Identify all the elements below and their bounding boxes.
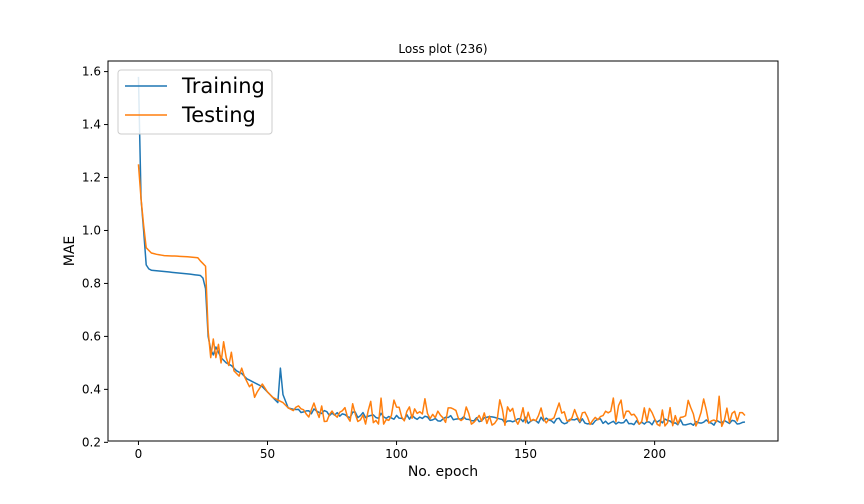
legend-label-training: Training bbox=[181, 74, 265, 98]
y-axis: 0.2 0.4 0.6 0.8 1.0 1.2 1.4 1.6 bbox=[82, 65, 108, 449]
x-tick-label: 200 bbox=[643, 447, 666, 461]
x-tick-label: 150 bbox=[514, 447, 537, 461]
series-lines bbox=[137, 76, 746, 428]
series-line-testing bbox=[137, 164, 746, 428]
x-axis-label: No. epoch bbox=[408, 464, 478, 480]
legend-label-testing: Testing bbox=[181, 103, 256, 127]
y-tick-label: 0.8 bbox=[82, 276, 101, 290]
y-tick-label: 1.0 bbox=[82, 223, 101, 237]
y-tick-label: 0.6 bbox=[82, 329, 101, 343]
y-tick-label: 0.2 bbox=[82, 435, 101, 449]
x-tick-label: 0 bbox=[135, 447, 143, 461]
legend: Training Testing bbox=[117, 69, 273, 135]
y-tick-label: 1.4 bbox=[82, 118, 101, 132]
y-tick-label: 1.6 bbox=[82, 65, 101, 79]
y-tick-label: 1.2 bbox=[82, 171, 101, 185]
chart-title: Loss plot (236) bbox=[398, 42, 487, 56]
x-axis: 0 50 100 150 200 bbox=[135, 441, 666, 461]
y-axis-label: MAE bbox=[62, 236, 78, 267]
x-tick-label: 50 bbox=[260, 447, 275, 461]
y-tick-label: 0.4 bbox=[82, 382, 101, 396]
x-tick-label: 100 bbox=[385, 447, 408, 461]
plot-area-frame bbox=[107, 60, 779, 442]
